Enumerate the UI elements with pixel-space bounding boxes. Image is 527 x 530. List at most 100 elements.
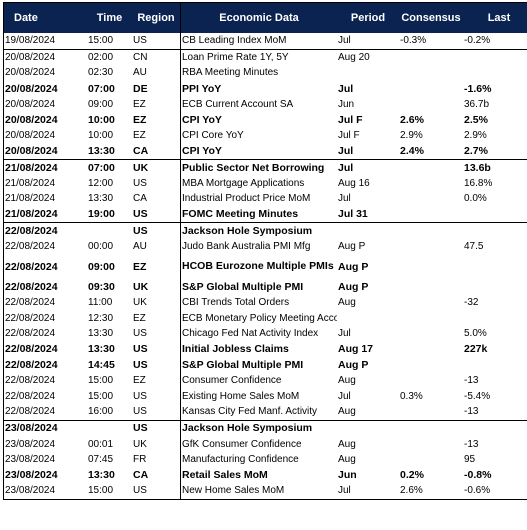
cell-region: US bbox=[132, 357, 181, 373]
cell-last: -0.2% bbox=[463, 33, 527, 49]
cell-period: Aug P bbox=[337, 239, 399, 255]
cell-consensus: 2.4% bbox=[399, 143, 463, 159]
cell-consensus bbox=[399, 452, 463, 468]
cell-time: 07:00 bbox=[87, 159, 132, 175]
cell-consensus bbox=[399, 159, 463, 175]
cell-consensus bbox=[399, 223, 463, 239]
cell-time: 09:00 bbox=[87, 254, 132, 279]
cell-region: US bbox=[132, 175, 181, 191]
cell-period: Aug 17 bbox=[337, 342, 399, 358]
header-economic-data: Economic Data bbox=[181, 3, 338, 34]
cell-economic-data: Retail Sales MoM bbox=[181, 467, 338, 483]
cell-period: Jun bbox=[337, 467, 399, 483]
cell-region: DE bbox=[132, 81, 181, 97]
cell-date: 22/08/2024 bbox=[4, 239, 88, 255]
cell-economic-data: Initial Jobless Claims bbox=[181, 342, 338, 358]
cell-period: Aug bbox=[337, 404, 399, 420]
cell-economic-data: Public Sector Net Borrowing bbox=[181, 159, 338, 175]
cell-time: 09:30 bbox=[87, 279, 132, 295]
cell-date: 23/08/2024 bbox=[4, 467, 88, 483]
cell-region: EZ bbox=[132, 128, 181, 144]
economic-calendar-table: Date Time Region Economic Data Period Co… bbox=[3, 2, 527, 500]
cell-region: EZ bbox=[132, 311, 181, 327]
cell-period: Jul bbox=[337, 159, 399, 175]
cell-consensus bbox=[399, 357, 463, 373]
cell-date: 21/08/2024 bbox=[4, 159, 88, 175]
cell-last: 2.7% bbox=[463, 143, 527, 159]
cell-region: US bbox=[132, 326, 181, 342]
cell-last: 0.0% bbox=[463, 191, 527, 207]
cell-region: CA bbox=[132, 191, 181, 207]
cell-economic-data: CBI Trends Total Orders bbox=[181, 295, 338, 311]
cell-consensus bbox=[399, 420, 463, 436]
cell-date: 21/08/2024 bbox=[4, 175, 88, 191]
cell-date: 22/08/2024 bbox=[4, 326, 88, 342]
cell-last: -0.6% bbox=[463, 483, 527, 499]
cell-time: 13:30 bbox=[87, 342, 132, 358]
cell-economic-data: Chicago Fed Nat Activity Index bbox=[181, 326, 338, 342]
header-row: Date Time Region Economic Data Period Co… bbox=[4, 3, 527, 34]
cell-period: Aug bbox=[337, 436, 399, 452]
cell-region: AU bbox=[132, 65, 181, 81]
economic-calendar: Date Time Region Economic Data Period Co… bbox=[3, 2, 523, 500]
cell-consensus bbox=[399, 65, 463, 81]
cell-time bbox=[87, 420, 132, 436]
cell-period: Jul 31 bbox=[337, 207, 399, 223]
cell-period bbox=[337, 223, 399, 239]
cell-region: US bbox=[132, 207, 181, 223]
cell-date: 22/08/2024 bbox=[4, 357, 88, 373]
cell-period: Aug 16 bbox=[337, 175, 399, 191]
cell-region: UK bbox=[132, 436, 181, 452]
cell-time: 07:00 bbox=[87, 81, 132, 97]
cell-period: Aug bbox=[337, 373, 399, 389]
cell-region: US bbox=[132, 483, 181, 499]
cell-region: EZ bbox=[132, 373, 181, 389]
cell-economic-data: Jackson Hole Symposium bbox=[181, 223, 338, 239]
cell-last: -13 bbox=[463, 436, 527, 452]
cell-economic-data: HCOB Eurozone Multiple PMIs bbox=[181, 254, 338, 279]
cell-date: 23/08/2024 bbox=[4, 420, 88, 436]
cell-date: 19/08/2024 bbox=[4, 33, 88, 49]
cell-time: 00:00 bbox=[87, 239, 132, 255]
cell-date: 22/08/2024 bbox=[4, 254, 88, 279]
cell-consensus bbox=[399, 295, 463, 311]
cell-consensus: 2.6% bbox=[399, 112, 463, 128]
cell-consensus: 2.9% bbox=[399, 128, 463, 144]
cell-consensus bbox=[399, 373, 463, 389]
cell-period: Jul F bbox=[337, 112, 399, 128]
cell-last bbox=[463, 279, 527, 295]
cell-region: EZ bbox=[132, 254, 181, 279]
cell-time: 15:00 bbox=[87, 373, 132, 389]
cell-region: US bbox=[132, 33, 181, 49]
cell-region: UK bbox=[132, 159, 181, 175]
cell-economic-data: S&P Global Multiple PMI bbox=[181, 279, 338, 295]
cell-last: 47.5 bbox=[463, 239, 527, 255]
cell-date: 22/08/2024 bbox=[4, 388, 88, 404]
cell-economic-data: GfK Consumer Confidence bbox=[181, 436, 338, 452]
cell-last: -13 bbox=[463, 373, 527, 389]
cell-economic-data: CPI YoY bbox=[181, 112, 338, 128]
cell-period: Jul bbox=[337, 388, 399, 404]
cell-period: Jul F bbox=[337, 128, 399, 144]
cell-period: Jul bbox=[337, 326, 399, 342]
cell-consensus bbox=[399, 254, 463, 279]
cell-last bbox=[463, 207, 527, 223]
cell-date: 23/08/2024 bbox=[4, 452, 88, 468]
cell-region: CA bbox=[132, 467, 181, 483]
cell-time: 13:30 bbox=[87, 467, 132, 483]
cell-date: 21/08/2024 bbox=[4, 207, 88, 223]
cell-economic-data: Loan Prime Rate 1Y, 5Y bbox=[181, 49, 338, 65]
cell-last bbox=[463, 65, 527, 81]
